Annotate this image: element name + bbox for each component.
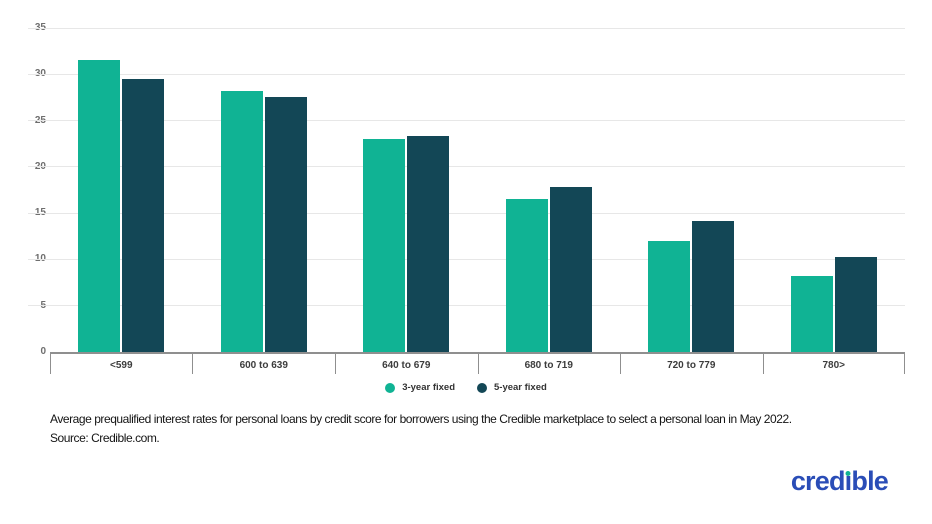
x-axis-category-labels: <599 600 to 639 640 to 679 680 to 719 720 to… <box>50 354 905 376</box>
bar-3-year-fixed-599 <box>78 60 121 352</box>
chart-caption: Average prequalified interest rates for … <box>50 410 922 447</box>
legend-dot-3-year-fixed <box>385 382 396 393</box>
bar-3-year-fixed-720-to-779 <box>648 240 691 352</box>
x-axis-tick-1 <box>192 354 194 374</box>
x-axis-tick-3 <box>477 354 479 374</box>
legend-item-5-year-fixed: 5-year fixed <box>477 382 547 393</box>
y-tick-label-5: 5 <box>8 299 46 313</box>
caption-line1: Average prequalified interest rates for … <box>50 412 792 426</box>
x-axis-tick-0 <box>50 354 51 374</box>
y-tick-label-20: 20 <box>34 160 46 172</box>
x-axis-tick-6 <box>904 354 905 374</box>
bar-3-year-fixed-600-to-639 <box>220 90 263 352</box>
logo-text-after: ble <box>851 466 888 496</box>
legend-label-3-year-fixed: 3-year fixed <box>402 382 455 393</box>
bar-5-year-fixed-640-to-679 <box>407 136 450 352</box>
gridline-25 <box>28 120 905 122</box>
x-axis-tick-4 <box>619 354 621 374</box>
y-tick-label-25: 25 <box>34 114 46 126</box>
bar-5-year-fixed-720-to-779 <box>692 221 735 352</box>
y-tick-label-0: 0 <box>40 346 46 357</box>
x-category-label-680-to-719: 680 to 719 <box>524 359 573 371</box>
bar-group-600-to-639 <box>193 28 336 352</box>
bar-groups <box>50 28 905 352</box>
gridline-15 <box>28 212 905 214</box>
y-tick-label-30: 30 <box>34 68 46 80</box>
x-category-label-600-to-639: 600 to 639 <box>239 359 288 371</box>
credible-logo: credı ble <box>790 466 889 496</box>
bar-3-year-fixed-780 <box>790 276 833 352</box>
y-tick-label-15: 15 <box>34 207 46 219</box>
x-category-label-640-to-679: 640 to 679 <box>382 359 431 371</box>
bar-5-year-fixed-600-to-639 <box>264 97 307 352</box>
legend-dot-5-year-fixed <box>477 382 487 393</box>
plot-area <box>28 27 905 352</box>
x-category-label-780: 780> <box>822 359 846 371</box>
bar-group-780 <box>763 28 906 352</box>
gridline-30 <box>28 73 905 75</box>
logo-i-stem: ı <box>844 466 852 496</box>
bar-5-year-fixed-680-to-719 <box>549 187 592 352</box>
bar-group-599 <box>50 28 193 352</box>
bar-5-year-fixed-780 <box>834 256 877 352</box>
x-axis: <599 600 to 639 640 to 679 680 to 719 720 to… <box>50 352 905 376</box>
logo-letter-i: ı <box>845 468 852 495</box>
legend-label-5-year-fixed: 5-year fixed <box>494 382 547 393</box>
x-axis-tick-5 <box>762 354 764 374</box>
x-axis-tick-2 <box>334 354 336 374</box>
logo-i-dot <box>845 471 851 476</box>
caption-line2: Source: Credible.com. <box>50 430 160 445</box>
bar-group-680-to-719 <box>478 28 621 352</box>
gridline-20 <box>28 166 905 168</box>
bar-group-640-to-679 <box>335 28 478 352</box>
y-tick-label-10: 10 <box>34 253 46 265</box>
bar-group-720-to-779 <box>620 28 763 352</box>
gridline-10 <box>28 258 905 260</box>
bar-3-year-fixed-640-to-679 <box>363 139 406 352</box>
bar-5-year-fixed-599 <box>122 78 165 352</box>
x-category-label-720-to-779: 720 to 779 <box>667 359 716 371</box>
gridline-35 <box>28 27 905 29</box>
legend-item-3-year-fixed: 3-year fixed <box>385 382 455 393</box>
bar-3-year-fixed-680-to-719 <box>505 199 548 352</box>
logo-text-before: cred <box>790 466 846 496</box>
gridline-5 <box>28 305 905 307</box>
legend: 3-year fixed 5-year fixed <box>0 382 932 393</box>
x-category-label-599: <599 <box>109 359 133 371</box>
